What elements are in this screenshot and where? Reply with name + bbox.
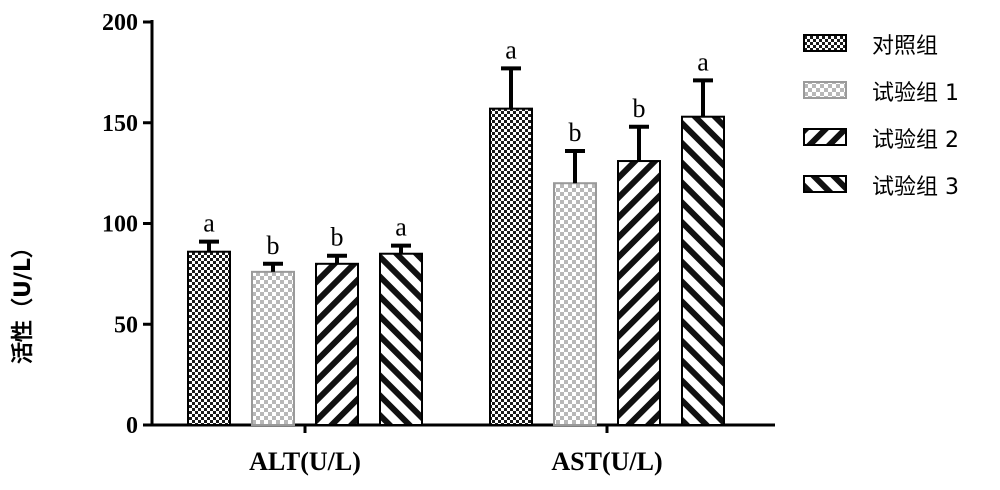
- significance-label: b: [267, 231, 280, 260]
- legend-label: 试验组 1: [872, 81, 959, 106]
- x-tick-label: AST(U/L): [551, 447, 662, 476]
- legend-swatch: [803, 81, 847, 99]
- legend-label: 对照组: [872, 34, 938, 59]
- y-tick-label: 0: [126, 413, 138, 439]
- bar: [617, 160, 661, 426]
- significance-label: b: [569, 118, 582, 147]
- y-ticks: 0 50 100 150 200: [102, 10, 152, 439]
- x-tick-labels: ALT(U/L) AST(U/L): [249, 447, 662, 476]
- y-tick-label: 150: [102, 111, 138, 137]
- bar: [187, 250, 231, 426]
- bar: [315, 262, 359, 426]
- significance-label: a: [505, 35, 517, 64]
- legend-label: 试验组 3: [872, 175, 959, 200]
- legend-swatch: [803, 34, 847, 52]
- bar: [251, 270, 295, 426]
- y-tick-label: 50: [114, 312, 138, 338]
- significance-label: a: [395, 213, 407, 242]
- significance-label: b: [633, 94, 646, 123]
- y-axis-label: 活性（U/L）: [11, 236, 36, 364]
- bar: [379, 252, 423, 426]
- legend-swatch: [803, 175, 847, 193]
- y-tick-label: 100: [102, 212, 138, 238]
- significance-label: b: [331, 223, 344, 252]
- legend-label: 试验组 2: [872, 128, 959, 153]
- legend-swatch: [803, 128, 847, 146]
- bars: a b b a a b b a: [187, 35, 725, 427]
- significance-label: a: [697, 47, 709, 76]
- bar: [553, 182, 597, 426]
- bar: [681, 115, 725, 427]
- y-tick-label: 200: [102, 10, 138, 36]
- significance-label: a: [203, 209, 215, 238]
- x-tick-label: ALT(U/L): [249, 447, 361, 476]
- bar: [489, 107, 533, 427]
- x-axis: [151, 423, 775, 433]
